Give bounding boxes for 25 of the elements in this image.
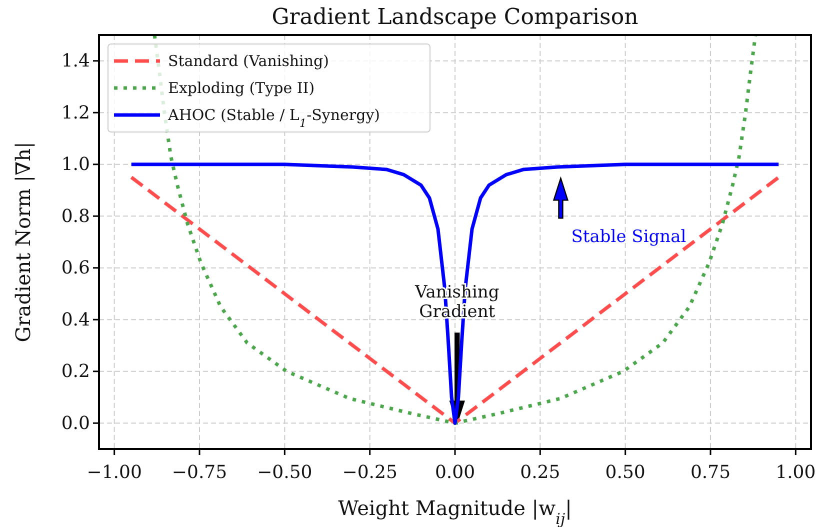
- y-tick-label: 0.4: [61, 309, 90, 330]
- y-tick-label: 0.8: [61, 206, 90, 227]
- y-tick-label: 0.2: [61, 361, 90, 382]
- legend-label: Exploding (Type II): [168, 79, 315, 97]
- x-tick-label: −0.50: [257, 462, 312, 483]
- x-tick-label: 1.00: [776, 462, 816, 483]
- x-tick-label: −0.25: [342, 462, 398, 483]
- chart-title: Gradient Landscape Comparison: [272, 5, 638, 30]
- line-series: [152, 35, 758, 425]
- x-tick-label: 0.25: [520, 462, 560, 483]
- y-tick-label: 0.6: [61, 258, 90, 279]
- x-tick-label: 0.75: [690, 462, 731, 483]
- y-axis-title: Gradient Norm |∇h|: [11, 142, 35, 342]
- y-tick-label: 1.2: [61, 102, 90, 124]
- y-tick-label: 1.0: [61, 154, 90, 176]
- legend-label: AHOC (Stable / L$_{1}$-Synergy): [167, 106, 380, 130]
- y-tick-label: 0.0: [61, 412, 90, 434]
- y-tick-label: 1.4: [61, 50, 90, 72]
- x-tick-label: −1.00: [86, 462, 142, 483]
- x-tick-label: 0.00: [434, 462, 476, 483]
- x-axis-title: Weight Magnitude |w$_{ij}$|: [338, 496, 572, 527]
- annotation: Stable Signal: [571, 227, 686, 248]
- x-tick-label: 0.50: [605, 462, 646, 483]
- legend-label: Standard (Vanishing): [168, 52, 329, 70]
- x-tick-label: −0.75: [172, 462, 228, 483]
